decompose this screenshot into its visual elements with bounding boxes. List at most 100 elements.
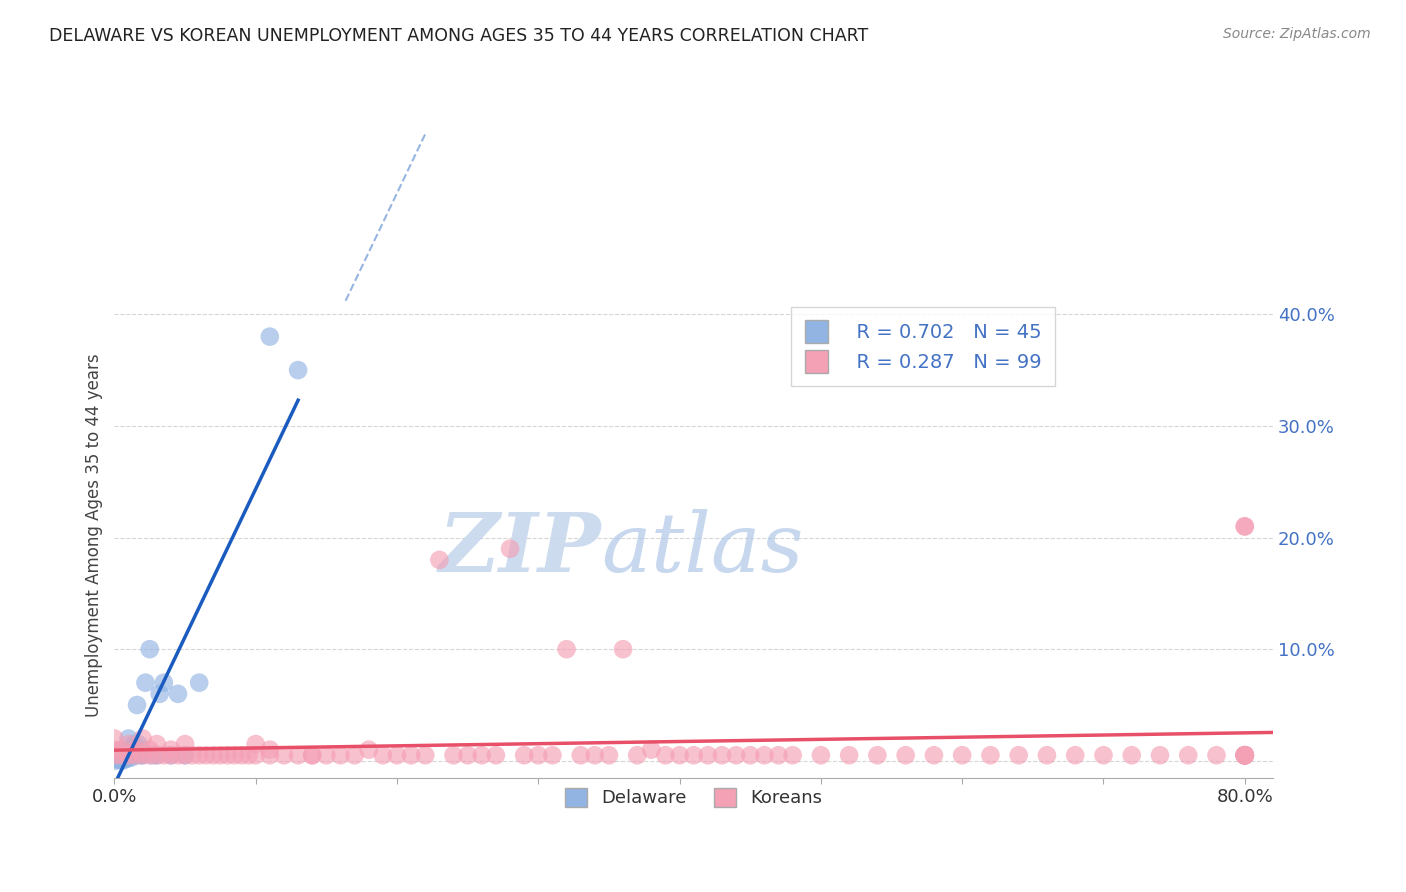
Point — [120, 750, 142, 764]
Point — [1233, 748, 1256, 763]
Point — [167, 748, 190, 763]
Point — [696, 748, 718, 763]
Point — [124, 742, 146, 756]
Point — [121, 748, 143, 763]
Point — [1233, 519, 1256, 533]
Point — [127, 737, 149, 751]
Point — [134, 675, 156, 690]
Point — [188, 748, 211, 763]
Point — [149, 687, 172, 701]
Point — [259, 329, 281, 343]
Point — [1149, 748, 1171, 763]
Point — [499, 541, 522, 556]
Point — [103, 742, 125, 756]
Point — [117, 748, 139, 763]
Point — [245, 748, 267, 763]
Text: Source: ZipAtlas.com: Source: ZipAtlas.com — [1223, 27, 1371, 41]
Point — [315, 748, 337, 763]
Point — [231, 748, 253, 763]
Point — [866, 748, 889, 763]
Point — [138, 642, 160, 657]
Point — [287, 363, 309, 377]
Point — [129, 742, 152, 756]
Point — [111, 747, 134, 761]
Point — [259, 742, 281, 756]
Point — [1008, 748, 1031, 763]
Point — [131, 731, 153, 746]
Point — [429, 553, 451, 567]
Point — [131, 748, 153, 763]
Point — [125, 698, 148, 712]
Point — [626, 748, 648, 763]
Point — [1121, 748, 1143, 763]
Point — [110, 742, 132, 756]
Point — [122, 737, 145, 751]
Point — [103, 731, 125, 746]
Point — [174, 737, 197, 751]
Point — [569, 748, 592, 763]
Point — [217, 748, 239, 763]
Point — [115, 751, 138, 765]
Point — [108, 749, 131, 764]
Point — [138, 742, 160, 756]
Point — [513, 748, 536, 763]
Point — [103, 748, 125, 763]
Point — [120, 742, 142, 756]
Point — [115, 748, 138, 763]
Point — [1092, 748, 1115, 763]
Point — [725, 748, 748, 763]
Point — [124, 748, 146, 763]
Point — [181, 748, 204, 763]
Point — [114, 745, 136, 759]
Point — [754, 748, 776, 763]
Point — [107, 748, 129, 763]
Point — [357, 742, 380, 756]
Text: DELAWARE VS KOREAN UNEMPLOYMENT AMONG AGES 35 TO 44 YEARS CORRELATION CHART: DELAWARE VS KOREAN UNEMPLOYMENT AMONG AG… — [49, 27, 869, 45]
Point — [768, 748, 790, 763]
Point — [979, 748, 1001, 763]
Point — [146, 748, 169, 763]
Point — [188, 675, 211, 690]
Point — [160, 748, 183, 763]
Point — [174, 748, 197, 763]
Point — [110, 748, 132, 763]
Point — [1064, 748, 1087, 763]
Point — [138, 748, 160, 763]
Point — [301, 748, 323, 763]
Point — [838, 748, 860, 763]
Point — [146, 748, 169, 763]
Point — [153, 675, 176, 690]
Point — [117, 737, 139, 751]
Point — [443, 748, 465, 763]
Point — [1233, 519, 1256, 533]
Point — [273, 748, 295, 763]
Point — [202, 748, 225, 763]
Point — [1233, 748, 1256, 763]
Point — [1233, 748, 1256, 763]
Point — [1205, 748, 1227, 763]
Point — [527, 748, 550, 763]
Point — [555, 642, 578, 657]
Point — [146, 737, 169, 751]
Point — [1233, 748, 1256, 763]
Point — [160, 748, 183, 763]
Point — [238, 748, 260, 763]
Point — [1233, 748, 1256, 763]
Point — [583, 748, 606, 763]
Point — [1233, 748, 1256, 763]
Point — [399, 748, 422, 763]
Point — [1177, 748, 1199, 763]
Point — [782, 748, 804, 763]
Point — [1233, 748, 1256, 763]
Point — [167, 687, 190, 701]
Point — [740, 748, 762, 763]
Point — [485, 748, 508, 763]
Point — [110, 754, 132, 768]
Point — [104, 751, 127, 765]
Point — [710, 748, 733, 763]
Point — [107, 753, 129, 767]
Point — [160, 742, 183, 756]
Point — [128, 748, 150, 763]
Point — [457, 748, 479, 763]
Point — [682, 748, 704, 763]
